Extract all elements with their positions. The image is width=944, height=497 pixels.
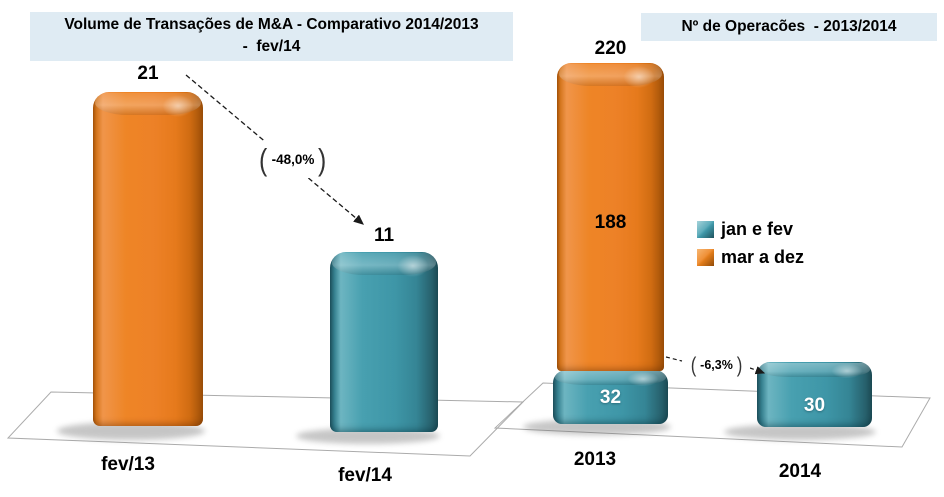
bracket-close: ) <box>736 353 743 377</box>
legend-swatch-teal-icon <box>697 221 714 238</box>
connector-dash-2013 <box>665 356 683 362</box>
bracket-close: ) <box>318 142 327 177</box>
value-label-2013-mar-a-dez: 188 <box>594 212 627 233</box>
axis-label-2013: 2013 <box>573 449 617 470</box>
legend-item-mar-a-dez: mar a dez <box>697 248 804 267</box>
bracket-open: ( <box>690 353 697 377</box>
legend-item-jan-e-fev: jan e fev <box>697 220 804 239</box>
annotation-text-right: -6,3% <box>700 358 733 372</box>
left-chart-floor <box>6 391 525 457</box>
axis-label-fev13: fev/13 <box>101 454 155 475</box>
bar-2013-mar-a-dez <box>557 63 664 371</box>
annotation-variation-right: ( -6,3% ) <box>683 352 750 378</box>
right-chart-title-text: Nº de Operacões - 2013/2014 <box>681 18 897 35</box>
annotation-variation-left: ( -48,0% ) <box>244 141 342 178</box>
left-chart-title-line1: Volume de Transações de M&A - Comparativ… <box>64 16 479 33</box>
total-label-2013: 220 <box>594 38 627 59</box>
value-label-2013-jan-e-fev: 32 <box>599 387 622 408</box>
legend-label-mar-a-dez: mar a dez <box>721 247 805 267</box>
right-chart-title: Nº de Operacões - 2013/2014 <box>641 13 937 41</box>
bar-2014-jan-e-fev <box>757 362 872 427</box>
value-label-fev13: 21 <box>137 63 159 84</box>
left-chart-title: Volume de Transações de M&A - Comparativ… <box>30 12 513 61</box>
axis-label-2014: 2014 <box>778 461 822 482</box>
legend: jan e fev mar a dez <box>697 220 804 276</box>
value-label-fev14: 11 <box>373 225 395 246</box>
legend-swatch-orange-icon <box>697 249 714 266</box>
bar-fev14 <box>330 252 438 432</box>
bar-fev13 <box>93 92 203 426</box>
value-label-2014-jan-e-fev: 30 <box>803 395 826 416</box>
bracket-open: ( <box>259 142 268 177</box>
bar-2013-jan-e-fev <box>553 370 668 424</box>
left-chart-title-line2: - fev/14 <box>242 38 301 55</box>
legend-label-jan-e-fev: jan e fev <box>721 219 794 239</box>
axis-label-fev14: fev/14 <box>338 465 392 486</box>
annotation-text-left: -48,0% <box>271 152 315 167</box>
